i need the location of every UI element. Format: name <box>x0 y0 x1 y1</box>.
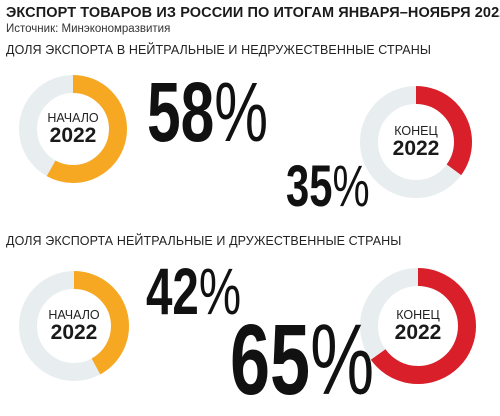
percent-sign: % <box>310 304 375 416</box>
donut-year: 2022 <box>50 321 98 344</box>
data-label-65: 65% <box>230 304 375 416</box>
section-title-unfriendly: ДОЛЯ ЭКСПОРТА В НЕЙТРАЛЬНЫЕ И НЕДРУЖЕСТВ… <box>6 43 432 57</box>
donut-year: 2022 <box>49 124 97 147</box>
donut-arc-58 <box>19 75 127 183</box>
donut-arc-42 <box>19 271 129 381</box>
donut-friendly-end: КОНЕЦ 2022 <box>358 266 478 386</box>
donut-unfriendly-start: НАЧАЛО 2022 <box>18 74 128 184</box>
data-label-35: 35% <box>286 154 370 219</box>
donut-unfriendly-end: КОНЕЦ 2022 <box>358 84 474 200</box>
donut-caption: КОНЕЦ <box>396 308 440 322</box>
data-label-42: 42% <box>146 254 242 328</box>
data-label-58: 58% <box>147 65 269 159</box>
percent-sign: % <box>214 65 269 159</box>
chart-title: ЭКСПОРТ ТОВАРОВ ИЗ РОССИИ ПО ИТОГАМ ЯНВА… <box>6 5 500 21</box>
donut-arc-65 <box>360 268 476 384</box>
donut-caption: НАЧАЛО <box>48 308 100 322</box>
donut-caption: НАЧАЛО <box>47 111 99 125</box>
percent-sign: % <box>198 254 242 328</box>
donut-year: 2022 <box>392 137 440 160</box>
section-title-friendly: ДОЛЯ ЭКСПОРТА НЕЙТРАЛЬНЫЕ И ДРУЖЕСТВЕННЫ… <box>6 234 402 248</box>
donut-caption: КОНЕЦ <box>394 124 438 138</box>
donut-friendly-start: НАЧАЛО 2022 <box>18 270 130 382</box>
donut-arc-35 <box>360 86 472 198</box>
percent-sign: % <box>332 154 370 219</box>
donut-year: 2022 <box>394 321 442 344</box>
source-note: Источник: Минэкономразвития <box>6 23 171 35</box>
